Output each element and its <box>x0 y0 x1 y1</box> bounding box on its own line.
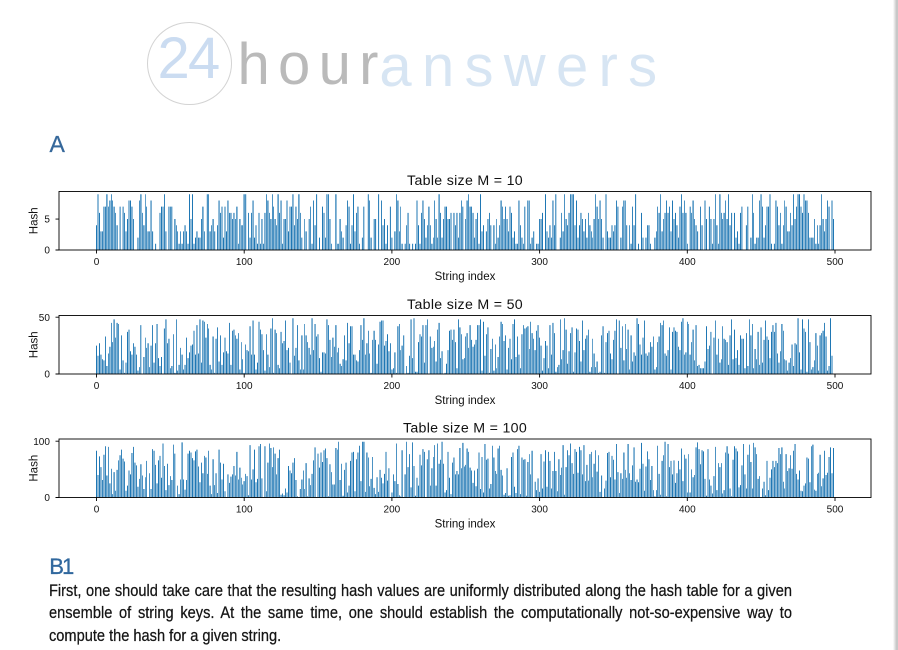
svg-text:Table size M = 50: Table size M = 50 <box>407 297 523 313</box>
svg-text:String index: String index <box>435 271 496 283</box>
svg-text:200: 200 <box>384 257 401 268</box>
svg-text:0: 0 <box>44 246 50 257</box>
svg-text:50: 50 <box>39 313 51 324</box>
svg-text:String index: String index <box>435 519 496 531</box>
svg-text:0: 0 <box>94 381 100 392</box>
svg-text:300: 300 <box>531 505 548 516</box>
svg-text:0: 0 <box>44 493 50 504</box>
svg-text:0: 0 <box>94 505 100 516</box>
svg-text:100: 100 <box>33 437 50 448</box>
svg-text:5: 5 <box>44 215 50 226</box>
svg-text:Hash: Hash <box>28 455 40 482</box>
svg-text:400: 400 <box>679 505 696 516</box>
svg-text:500: 500 <box>827 257 844 268</box>
svg-text:500: 500 <box>827 505 844 516</box>
svg-text:Table size M = 10: Table size M = 10 <box>407 173 523 189</box>
svg-text:100: 100 <box>236 505 253 516</box>
svg-text:100: 100 <box>236 257 253 268</box>
svg-text:400: 400 <box>679 257 696 268</box>
svg-text:200: 200 <box>384 505 401 516</box>
svg-text:0: 0 <box>44 370 50 381</box>
svg-text:0: 0 <box>94 257 100 268</box>
svg-text:String index: String index <box>435 395 496 407</box>
svg-text:300: 300 <box>531 381 548 392</box>
svg-text:Hash: Hash <box>28 207 40 234</box>
svg-text:Table size M = 100: Table size M = 100 <box>403 421 527 437</box>
svg-text:200: 200 <box>384 381 401 392</box>
svg-text:100: 100 <box>236 381 253 392</box>
svg-text:400: 400 <box>679 381 696 392</box>
svg-text:500: 500 <box>827 381 844 392</box>
svg-text:Hash: Hash <box>28 331 40 358</box>
svg-text:300: 300 <box>531 257 548 268</box>
